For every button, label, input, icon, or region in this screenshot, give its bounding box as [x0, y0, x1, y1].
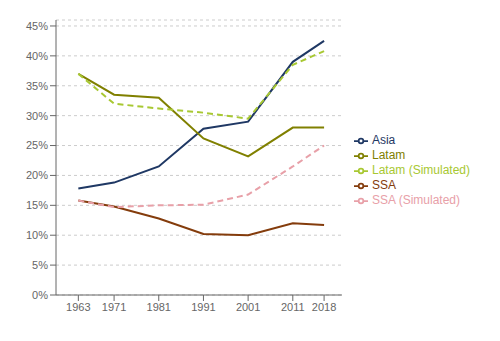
svg-text:40%: 40%: [26, 50, 48, 62]
html-text:SSA: SSA: [372, 177, 396, 192]
svg-text:0%: 0%: [32, 289, 48, 301]
html-text:Latam: Latam: [372, 148, 406, 163]
svg-text:1963: 1963: [66, 301, 90, 313]
svg-text:2001: 2001: [236, 301, 260, 313]
svg-text:35%: 35%: [26, 80, 48, 92]
svg-text:25%: 25%: [26, 139, 48, 151]
svg-text:10%: 10%: [26, 229, 48, 241]
svg-text:5%: 5%: [32, 259, 48, 271]
svg-text:45%: 45%: [26, 20, 48, 32]
svg-text:30%: 30%: [26, 110, 48, 122]
svg-text:15%: 15%: [26, 199, 48, 211]
svg-text:1991: 1991: [191, 301, 215, 313]
html-text:SSA (Simulated): SSA (Simulated): [372, 192, 460, 207]
svg-text:1971: 1971: [102, 301, 126, 313]
html-text:Latam (Simulated): Latam (Simulated): [372, 163, 470, 178]
svg-text:2018: 2018: [312, 301, 336, 313]
svg-text:1981: 1981: [147, 301, 171, 313]
html-text:Asia: Asia: [372, 133, 396, 148]
svg-text:2011: 2011: [281, 301, 305, 313]
svg-text:20%: 20%: [26, 169, 48, 181]
